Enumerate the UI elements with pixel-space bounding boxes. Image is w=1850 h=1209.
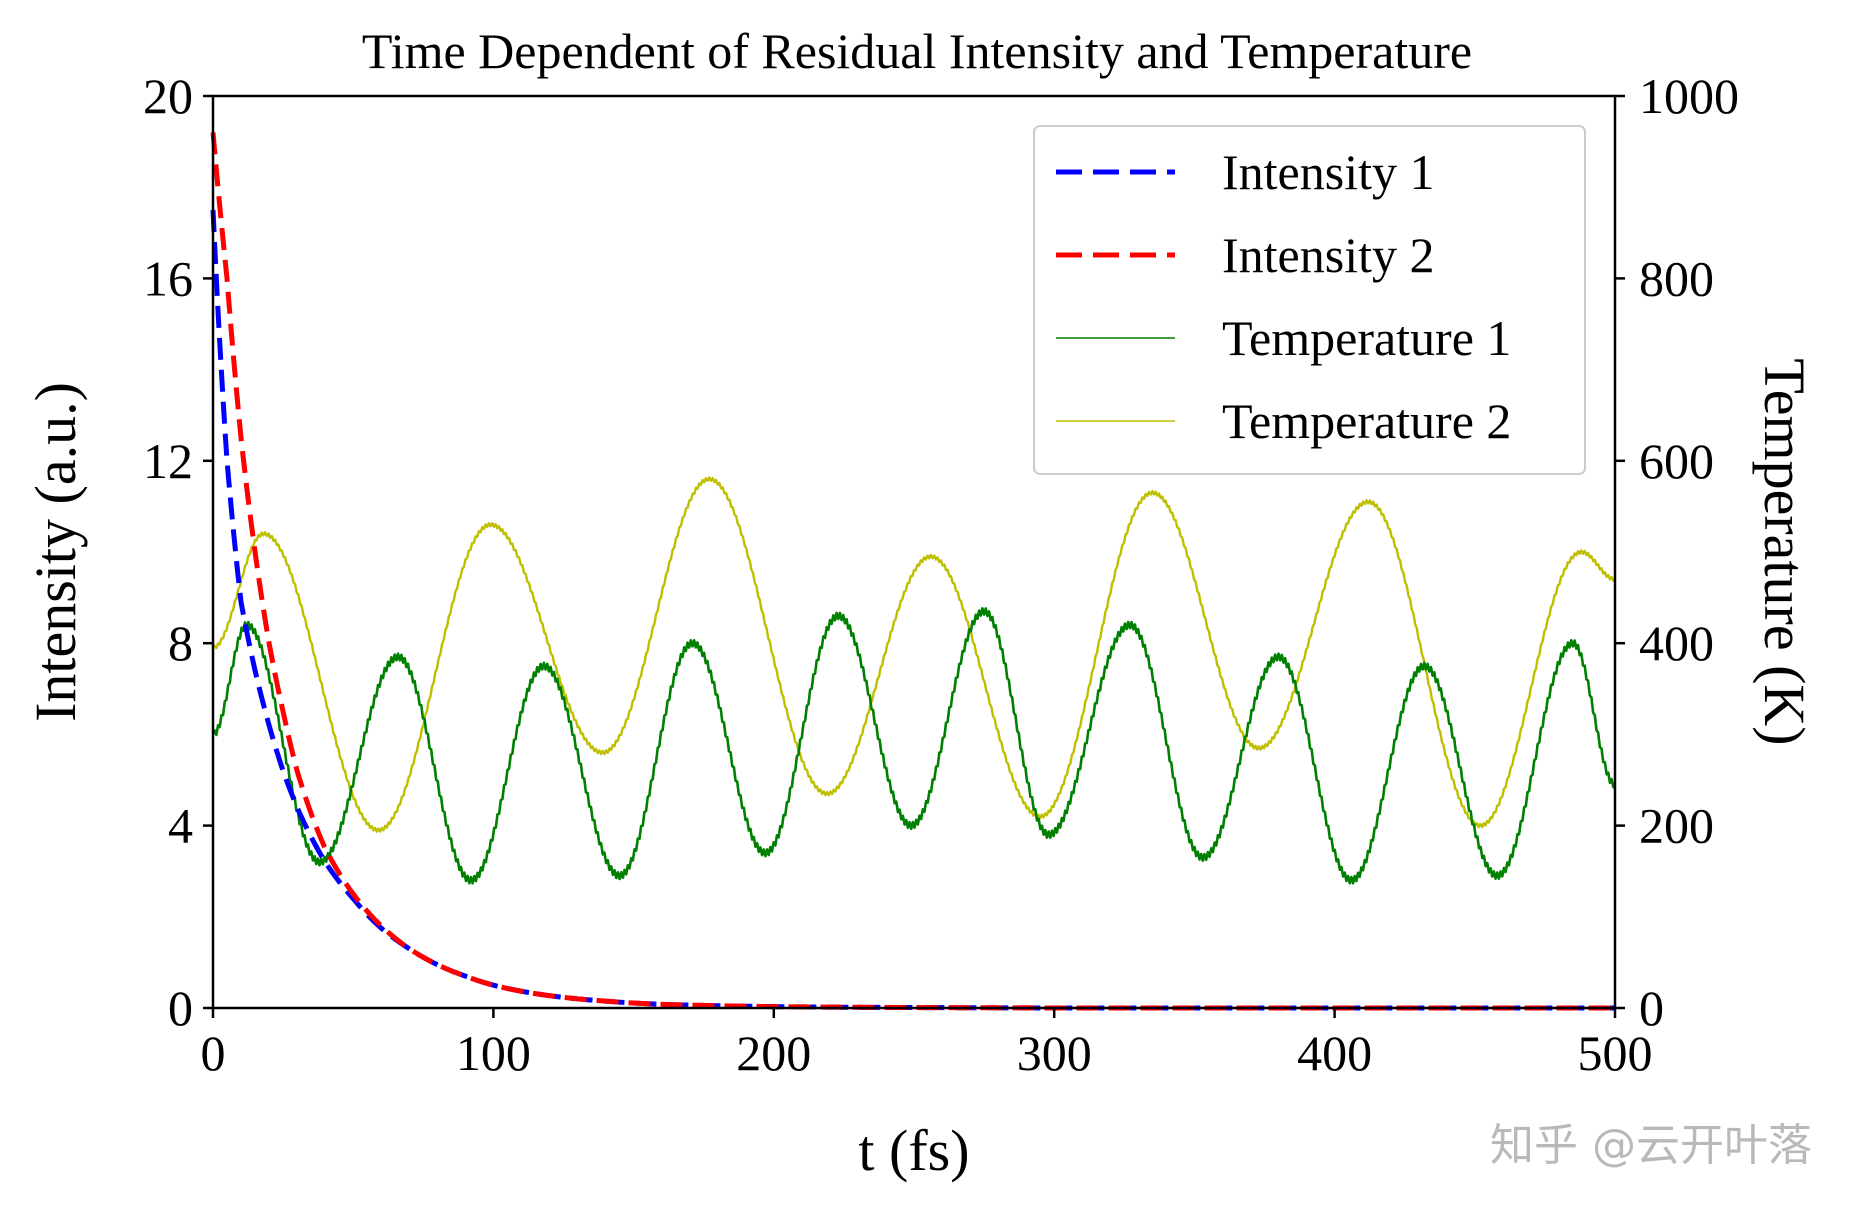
x-tick-label: 200 [736,1025,811,1081]
chart-title: Time Dependent of Residual Intensity and… [362,23,1472,79]
series-line-temperature-1 [211,607,1617,885]
y2-tick-label: 0 [1639,980,1664,1036]
y-tick-label: 4 [168,798,193,854]
y2-tick-label: 200 [1639,798,1714,854]
legend-label: Temperature 1 [1222,310,1511,366]
y-tick-label: 0 [168,980,193,1036]
y-axis-label: Intensity (a.u.) [23,382,88,722]
y2-tick-label: 600 [1639,433,1714,489]
x-tick-label: 500 [1578,1025,1653,1081]
y2-axis-label: Temperature (K) [1752,358,1817,745]
series-line-temperature-2 [212,476,1616,833]
y2-tick-label: 800 [1639,250,1714,306]
y-tick-label: 8 [168,615,193,671]
y-tick-label: 16 [143,250,193,306]
x-tick-label: 300 [1017,1025,1092,1081]
x-tick-label: 100 [456,1025,531,1081]
legend-label: Intensity 2 [1222,227,1434,283]
watermark: 知乎 @云开叶落 [1490,1120,1812,1171]
x-ticks: 0 100 200 300 400 500 [201,1008,1653,1081]
legend: Intensity 1 Intensity 2 Temperature 1 Tempe… [1033,125,1586,475]
y2-ticks: 0 200 400 600 800 1000 [1615,68,1739,1036]
plot-frame [211,94,1617,1010]
legend-label: Intensity 1 [1222,144,1434,200]
y-tick-label: 20 [143,68,193,124]
x-tick-label: 0 [201,1025,226,1081]
y2-tick-label: 400 [1639,615,1714,671]
y-tick-label: 12 [143,433,193,489]
y-ticks: 0 4 8 12 16 20 [143,68,213,1036]
y2-tick-label: 1000 [1639,68,1739,124]
x-tick-label: 400 [1297,1025,1372,1081]
x-axis-label: t (fs) [858,1118,969,1183]
legend-box [1033,125,1586,475]
legend-label: Temperature 2 [1222,393,1511,449]
